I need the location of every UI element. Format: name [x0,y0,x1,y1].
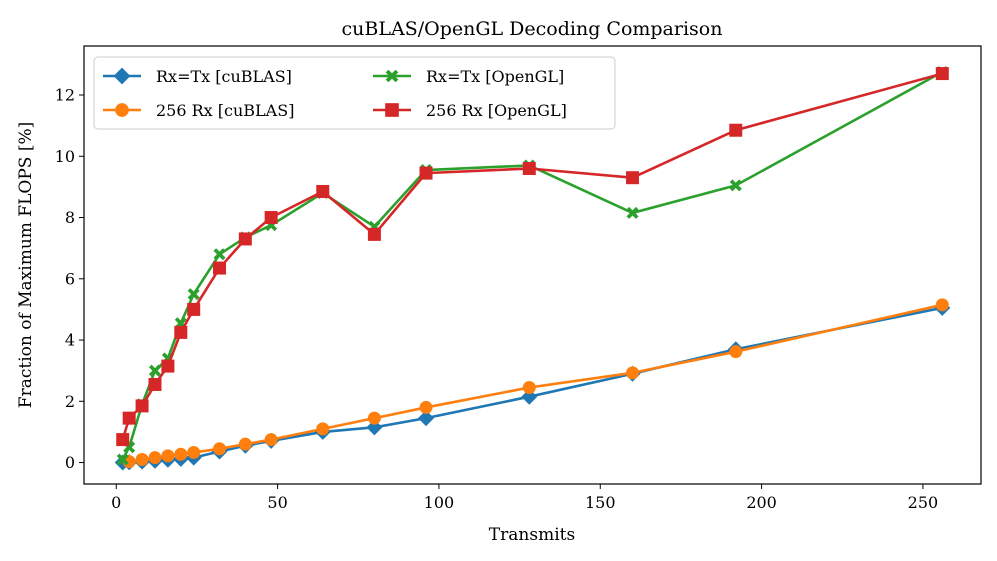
x-tick-label: 100 [424,493,455,512]
data-point [522,381,536,395]
series-4 [116,67,949,447]
legend: Rx=Tx [cuBLAS] 256 Rx [cuBLAS] Rx=Tx [Open… [93,56,616,130]
data-point [187,302,201,316]
data-point [419,166,433,180]
data-point [367,411,381,425]
x-tick-label: 250 [908,493,939,512]
x-tick-label: 50 [267,493,287,512]
data-point [316,184,330,198]
data-point [522,162,536,176]
data-point [316,422,330,436]
data-point [626,171,640,185]
y-tick-label: 6 [65,269,75,288]
data-point [935,67,949,81]
x-tick-label: 150 [585,493,616,512]
legend-label: Rx=Tx [cuBLAS] [156,67,292,86]
y-axis-label: Fraction of Maximum FLOPS [%] [16,122,36,408]
data-point [935,298,949,312]
data-point [729,345,743,359]
legend-label: 256 Rx [cuBLAS] [156,101,294,120]
y-tick-label: 10 [55,147,75,166]
y-tick-label: 12 [55,86,75,105]
y-axis: 0 2 4 6 8 10 12 [55,86,84,472]
y-tick-label: 4 [65,331,75,350]
legend-item: 256 Rx [OpenGL] [373,101,567,120]
data-point [122,411,136,425]
y-tick-label: 2 [65,392,75,411]
legend-marker [115,103,129,117]
data-point [238,232,252,246]
x-axis-label: Transmits [489,525,575,545]
data-point [135,399,149,413]
data-point [116,433,130,447]
series-line [128,303,943,463]
data-point [135,452,149,466]
x-tick-label: 0 [111,493,121,512]
legend-label: Rx=Tx [OpenGL] [426,67,564,86]
series-2 [122,298,949,469]
data-point [418,410,435,427]
legend-marker [385,103,399,117]
data-point [187,288,200,301]
data-point [367,227,381,241]
data-point [161,449,175,463]
x-tick-label: 200 [746,493,777,512]
data-point [148,451,162,465]
y-tick-label: 0 [65,453,75,472]
x-axis: 0 50 100 150 200 250 [111,484,938,512]
legend-marker [385,69,399,83]
data-point [366,419,383,436]
data-point [174,325,188,339]
data-point [148,377,162,391]
legend-item: 256 Rx [cuBLAS] [103,101,294,120]
data-point [187,445,201,459]
data-point [238,437,252,451]
legend-item: Rx=Tx [OpenGL] [373,67,564,86]
legend-box [93,56,616,130]
data-point [213,248,226,261]
data-point [521,388,538,405]
data-point [264,433,278,447]
axes-frame [83,45,982,485]
legend-label: 256 Rx [OpenGL] [426,101,567,120]
data-point [116,453,129,466]
data-point [626,206,639,219]
legend-marker [113,67,131,85]
plot-area [114,66,951,471]
y-tick-label: 8 [65,208,75,227]
chart-title: cuBLAS/OpenGL Decoding Comparison [342,18,723,40]
data-point [213,261,227,275]
data-point [174,447,188,461]
data-point [213,442,227,456]
data-point [148,364,161,377]
data-point [419,400,433,414]
data-point [729,123,743,137]
data-point [626,366,640,380]
data-point [729,179,742,192]
data-point [161,359,175,373]
legend-item: Rx=Tx [cuBLAS] [103,67,292,86]
data-point [264,211,278,225]
